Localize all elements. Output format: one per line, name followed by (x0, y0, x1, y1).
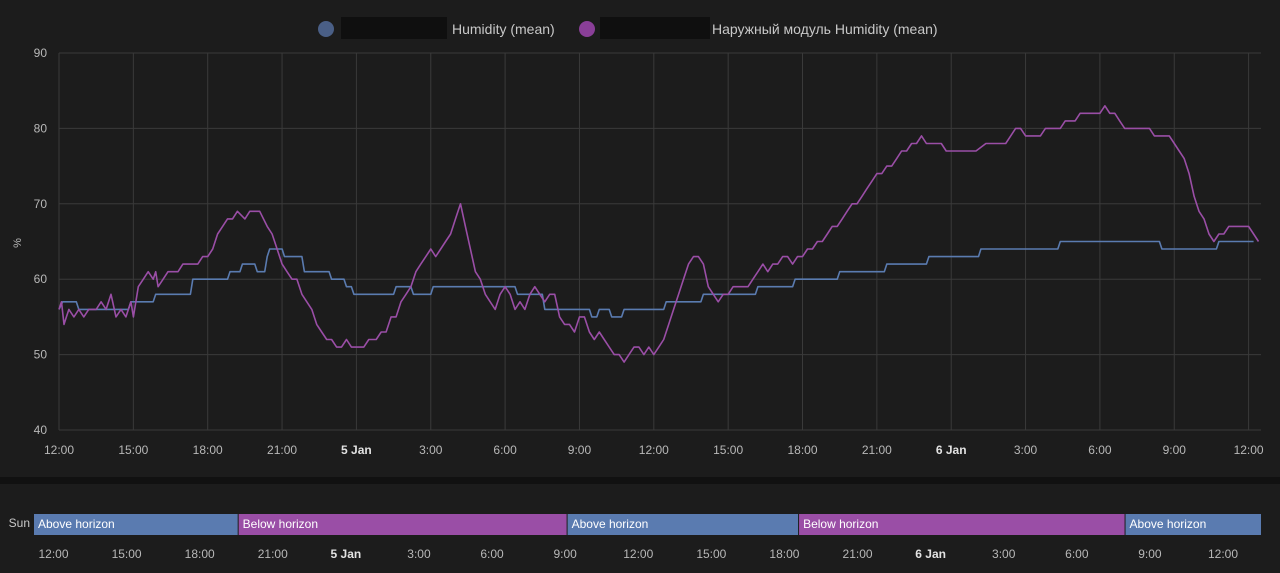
x-tick-label: 18:00 (787, 443, 817, 457)
timeline-tick-label: 6:00 (1065, 547, 1089, 561)
y-tick-label: 60 (34, 272, 48, 286)
sun-above-horizon-segment[interactable] (1125, 514, 1261, 535)
legend-label-outdoor[interactable]: Наружный модуль Humidity (mean) (712, 21, 938, 37)
timeline-tick-label: 5 Jan (331, 547, 362, 561)
humidity-line-chart[interactable]: 40 50 60 70 80 90 12:00 15:00 18:00 21:00 5 Jan 3:0… (0, 0, 1280, 477)
x-tick-label: 21:00 (267, 443, 297, 457)
humidity-chart-card: 40 50 60 70 80 90 12:00 15:00 18:00 21:00 5 Jan 3:0… (0, 0, 1280, 477)
timeline-tick-label: 6:00 (480, 547, 504, 561)
timeline-tick-label: 6 Jan (915, 547, 946, 561)
timeline-tick-label: 18:00 (185, 547, 215, 561)
redacted-name-block (341, 17, 447, 39)
timeline-segment-label: Above horizon (1130, 517, 1207, 531)
timeline-tick-label: 12:00 (38, 547, 68, 561)
timeline-tick-label: 9:00 (1138, 547, 1162, 561)
timeline-segment-label: Below horizon (243, 517, 318, 531)
legend-dot-indoor[interactable] (318, 21, 334, 37)
timeline-tick-label: 3:00 (992, 547, 1016, 561)
redacted-name-block (600, 17, 710, 39)
timeline-tick-label: 12:00 (1208, 547, 1238, 561)
x-tick-label: 12:00 (44, 443, 74, 457)
timeline-segment-label: Below horizon (803, 517, 878, 531)
x-tick-label: 15:00 (713, 443, 743, 457)
timeline-segment-label: Above horizon (38, 517, 115, 531)
sun-above-horizon-segment[interactable] (567, 514, 799, 535)
x-tick-label: 3:00 (1014, 443, 1038, 457)
timeline-tick-label: 9:00 (553, 547, 577, 561)
y-axis-label: % (12, 238, 24, 248)
legend-label-indoor[interactable]: Humidity (mean) (452, 21, 555, 37)
timeline-segment-label: Above horizon (572, 517, 649, 531)
sun-timeline-chart[interactable]: Sun Above horizon Below horizon Above horiz… (0, 484, 1280, 573)
x-tick-label: 12:00 (1234, 443, 1264, 457)
timeline-row-label: Sun (9, 516, 30, 530)
x-tick-label: 3:00 (419, 443, 443, 457)
x-tick-label: 18:00 (193, 443, 223, 457)
x-tick-label: 15:00 (118, 443, 148, 457)
sun-timeline-card: Sun Above horizon Below horizon Above horiz… (0, 484, 1280, 573)
timeline-tick-label: 21:00 (258, 547, 288, 561)
x-tick-label: 6:00 (1088, 443, 1112, 457)
legend-dot-outdoor[interactable] (579, 21, 595, 37)
x-tick-label: 9:00 (568, 443, 592, 457)
timeline-tick-label: 15:00 (112, 547, 142, 561)
timeline-tick-label: 18:00 (769, 547, 799, 561)
chart-legend: Humidity (mean) Наружный модуль Humidity … (318, 17, 938, 39)
x-tick-label: 6 Jan (936, 443, 967, 457)
x-tick-label: 21:00 (862, 443, 892, 457)
x-tick-label: 9:00 (1163, 443, 1187, 457)
x-tick-label: 5 Jan (341, 443, 372, 457)
sun-above-horizon-segment[interactable] (34, 514, 238, 535)
timeline-tick-label: 3:00 (407, 547, 431, 561)
series-line-indoor-humidity[interactable] (58, 240, 1254, 318)
y-tick-label: 90 (34, 46, 48, 60)
x-tick-label: 6:00 (493, 443, 517, 457)
y-tick-label: 70 (34, 197, 48, 211)
y-tick-label: 40 (34, 423, 48, 437)
sun-below-horizon-segment[interactable] (799, 514, 1125, 535)
timeline-tick-label: 15:00 (696, 547, 726, 561)
timeline-tick-label: 12:00 (623, 547, 653, 561)
y-tick-label: 80 (34, 121, 48, 135)
x-tick-label: 12:00 (639, 443, 669, 457)
timeline-tick-label: 21:00 (843, 547, 873, 561)
y-tick-label: 50 (34, 348, 48, 362)
series-line-outdoor-humidity[interactable] (58, 105, 1260, 363)
sun-below-horizon-segment[interactable] (238, 514, 567, 535)
